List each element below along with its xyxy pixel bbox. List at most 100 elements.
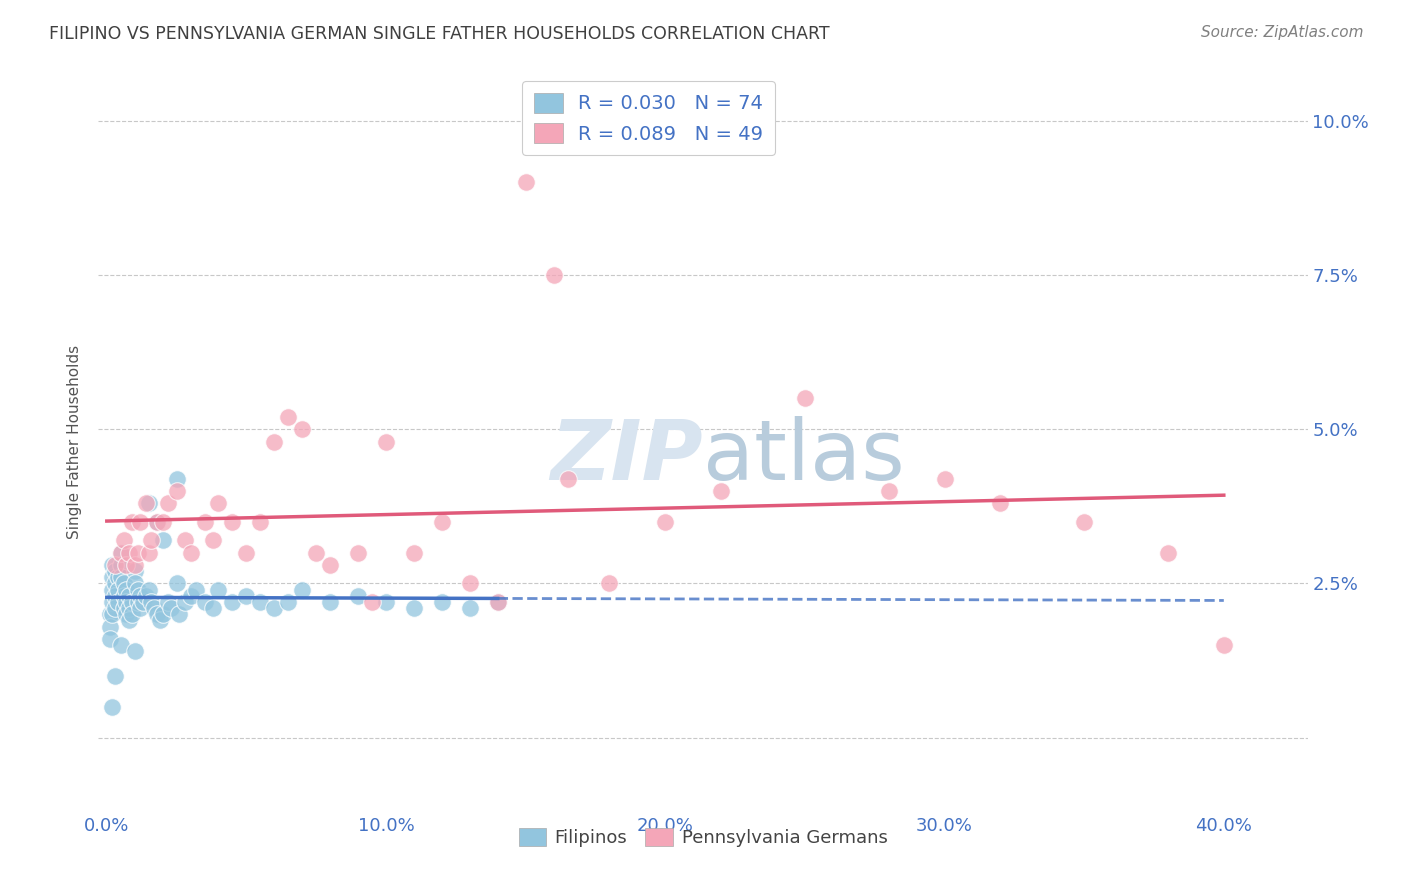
Point <box>305 546 328 560</box>
Point <box>118 614 141 628</box>
Point <box>104 558 127 572</box>
Point <box>157 595 180 609</box>
Point <box>934 471 956 485</box>
Point <box>166 576 188 591</box>
Point <box>143 601 166 615</box>
Point <box>121 515 143 529</box>
Point <box>180 546 202 560</box>
Point <box>174 533 197 548</box>
Point <box>221 595 243 609</box>
Point <box>127 595 149 609</box>
Legend: Filipinos, Pennsylvania Germans: Filipinos, Pennsylvania Germans <box>512 821 894 855</box>
Text: FILIPINO VS PENNSYLVANIA GERMAN SINGLE FATHER HOUSEHOLDS CORRELATION CHART: FILIPINO VS PENNSYLVANIA GERMAN SINGLE F… <box>49 25 830 43</box>
Point <box>152 607 174 622</box>
Point <box>146 515 169 529</box>
Point <box>186 582 208 597</box>
Point <box>124 644 146 658</box>
Point <box>101 595 124 609</box>
Point <box>277 595 299 609</box>
Point <box>121 595 143 609</box>
Point <box>98 619 121 633</box>
Point <box>235 589 257 603</box>
Point <box>112 533 135 548</box>
Point <box>135 589 157 603</box>
Point <box>110 638 132 652</box>
Point <box>107 570 129 584</box>
Point <box>124 558 146 572</box>
Point <box>263 434 285 449</box>
Point <box>458 576 481 591</box>
Point <box>104 589 127 603</box>
Point <box>104 576 127 591</box>
Point <box>118 546 141 560</box>
Point <box>263 601 285 615</box>
Point <box>193 595 215 609</box>
Point <box>121 607 143 622</box>
Point <box>193 515 215 529</box>
Point <box>141 533 163 548</box>
Point <box>347 546 370 560</box>
Point <box>654 515 676 529</box>
Point <box>149 614 172 628</box>
Point <box>277 409 299 424</box>
Point <box>486 595 509 609</box>
Point <box>115 595 138 609</box>
Point <box>124 564 146 578</box>
Point <box>598 576 620 591</box>
Point <box>319 558 342 572</box>
Point <box>291 582 314 597</box>
Point <box>877 483 900 498</box>
Point <box>710 483 733 498</box>
Point <box>101 582 124 597</box>
Point <box>201 533 224 548</box>
Point <box>107 595 129 609</box>
Point <box>129 601 152 615</box>
Point <box>115 582 138 597</box>
Point <box>138 582 160 597</box>
Point <box>1212 638 1234 652</box>
Point <box>207 496 229 510</box>
Point <box>101 699 124 714</box>
Point <box>138 496 160 510</box>
Point <box>152 515 174 529</box>
Point <box>515 175 537 190</box>
Point <box>249 595 271 609</box>
Point <box>207 582 229 597</box>
Point <box>402 546 425 560</box>
Point <box>127 582 149 597</box>
Point <box>793 392 815 406</box>
Point <box>557 471 579 485</box>
Point <box>107 582 129 597</box>
Point <box>98 607 121 622</box>
Point <box>104 564 127 578</box>
Point <box>375 434 398 449</box>
Point <box>129 515 152 529</box>
Point <box>201 601 224 615</box>
Point <box>1157 546 1180 560</box>
Point <box>110 546 132 560</box>
Point <box>132 595 155 609</box>
Point <box>221 515 243 529</box>
Text: Source: ZipAtlas.com: Source: ZipAtlas.com <box>1201 25 1364 40</box>
Point <box>104 669 127 683</box>
Text: atlas: atlas <box>703 416 904 497</box>
Point <box>235 546 257 560</box>
Point <box>166 471 188 485</box>
Point <box>291 422 314 436</box>
Point <box>112 589 135 603</box>
Point <box>458 601 481 615</box>
Point <box>166 483 188 498</box>
Point <box>146 515 169 529</box>
Point <box>127 546 149 560</box>
Point <box>98 632 121 646</box>
Point <box>430 515 453 529</box>
Point <box>135 496 157 510</box>
Point <box>115 558 138 572</box>
Point <box>124 576 146 591</box>
Point <box>402 601 425 615</box>
Point <box>115 607 138 622</box>
Point <box>486 595 509 609</box>
Point <box>112 601 135 615</box>
Point <box>152 533 174 548</box>
Point <box>118 601 141 615</box>
